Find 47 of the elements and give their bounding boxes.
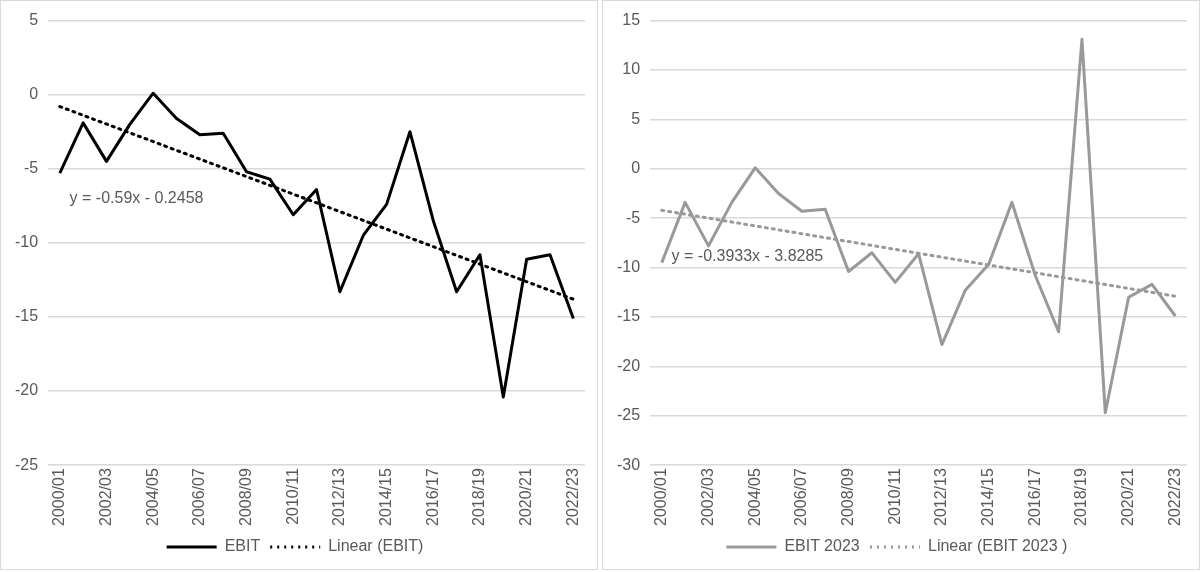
- x-tick-label: 2008/09: [236, 468, 254, 527]
- x-tick-label: 2014/15: [377, 468, 394, 527]
- x-tick-label: 2002/03: [698, 468, 716, 527]
- legend-label: EBIT 2023: [784, 537, 860, 555]
- x-tick-label: 2016/17: [1025, 468, 1043, 527]
- y-tick-label: -30: [617, 455, 641, 473]
- y-tick-label: -10: [15, 233, 39, 251]
- x-tick-label: 2022/23: [1165, 468, 1183, 527]
- x-tick-label: 2004/05: [745, 468, 763, 527]
- x-tick-label: 2020/21: [1119, 468, 1137, 527]
- x-tick-label: 2000/01: [652, 468, 670, 527]
- y-tick-label: -20: [15, 381, 39, 399]
- y-tick-label: -25: [617, 406, 641, 424]
- x-tick-label: 2014/15: [979, 468, 996, 527]
- y-tick-label: -15: [617, 307, 641, 325]
- x-tick-label: 2010/11: [885, 468, 903, 525]
- y-tick-label: 10: [622, 60, 641, 78]
- y-tick-label: 15: [622, 11, 641, 29]
- y-tick-label: -15: [15, 307, 39, 325]
- y-tick-label: -10: [617, 257, 641, 275]
- x-tick-label: 2022/23: [563, 468, 581, 527]
- x-tick-label: 2000/01: [50, 468, 68, 527]
- y-tick-label: 0: [29, 85, 39, 103]
- x-tick-label: 2008/09: [838, 468, 856, 527]
- x-tick-label: 2020/21: [517, 468, 535, 527]
- x-tick-label: 2012/13: [932, 468, 950, 527]
- x-tick-label: 2010/11: [283, 468, 301, 525]
- x-tick-label: 2006/07: [190, 468, 208, 527]
- x-tick-label: 2018/19: [1072, 468, 1090, 527]
- y-tick-label: -25: [15, 455, 39, 473]
- x-tick-label: 2016/17: [423, 468, 441, 527]
- annotation: y = -0.3933x - 3.8285: [671, 246, 824, 264]
- x-tick-label: 2004/05: [143, 468, 161, 527]
- y-tick-label: 5: [29, 11, 39, 29]
- y-tick-label: -5: [625, 208, 641, 226]
- x-tick-label: 2012/13: [330, 468, 348, 527]
- legend-label: Linear (EBIT): [328, 537, 424, 555]
- legend-label: EBIT: [224, 537, 261, 555]
- y-tick-label: 0: [631, 159, 641, 177]
- x-tick-label: 2006/07: [792, 468, 810, 527]
- legend-label: Linear (EBIT 2023 ): [927, 537, 1068, 555]
- y-tick-label: -20: [617, 356, 641, 374]
- annotation: y = -0.59x - 0.2458: [69, 188, 204, 206]
- y-tick-label: 5: [631, 109, 641, 127]
- x-tick-label: 2002/03: [96, 468, 114, 527]
- y-tick-label: -5: [23, 159, 39, 177]
- x-tick-label: 2018/19: [470, 468, 488, 527]
